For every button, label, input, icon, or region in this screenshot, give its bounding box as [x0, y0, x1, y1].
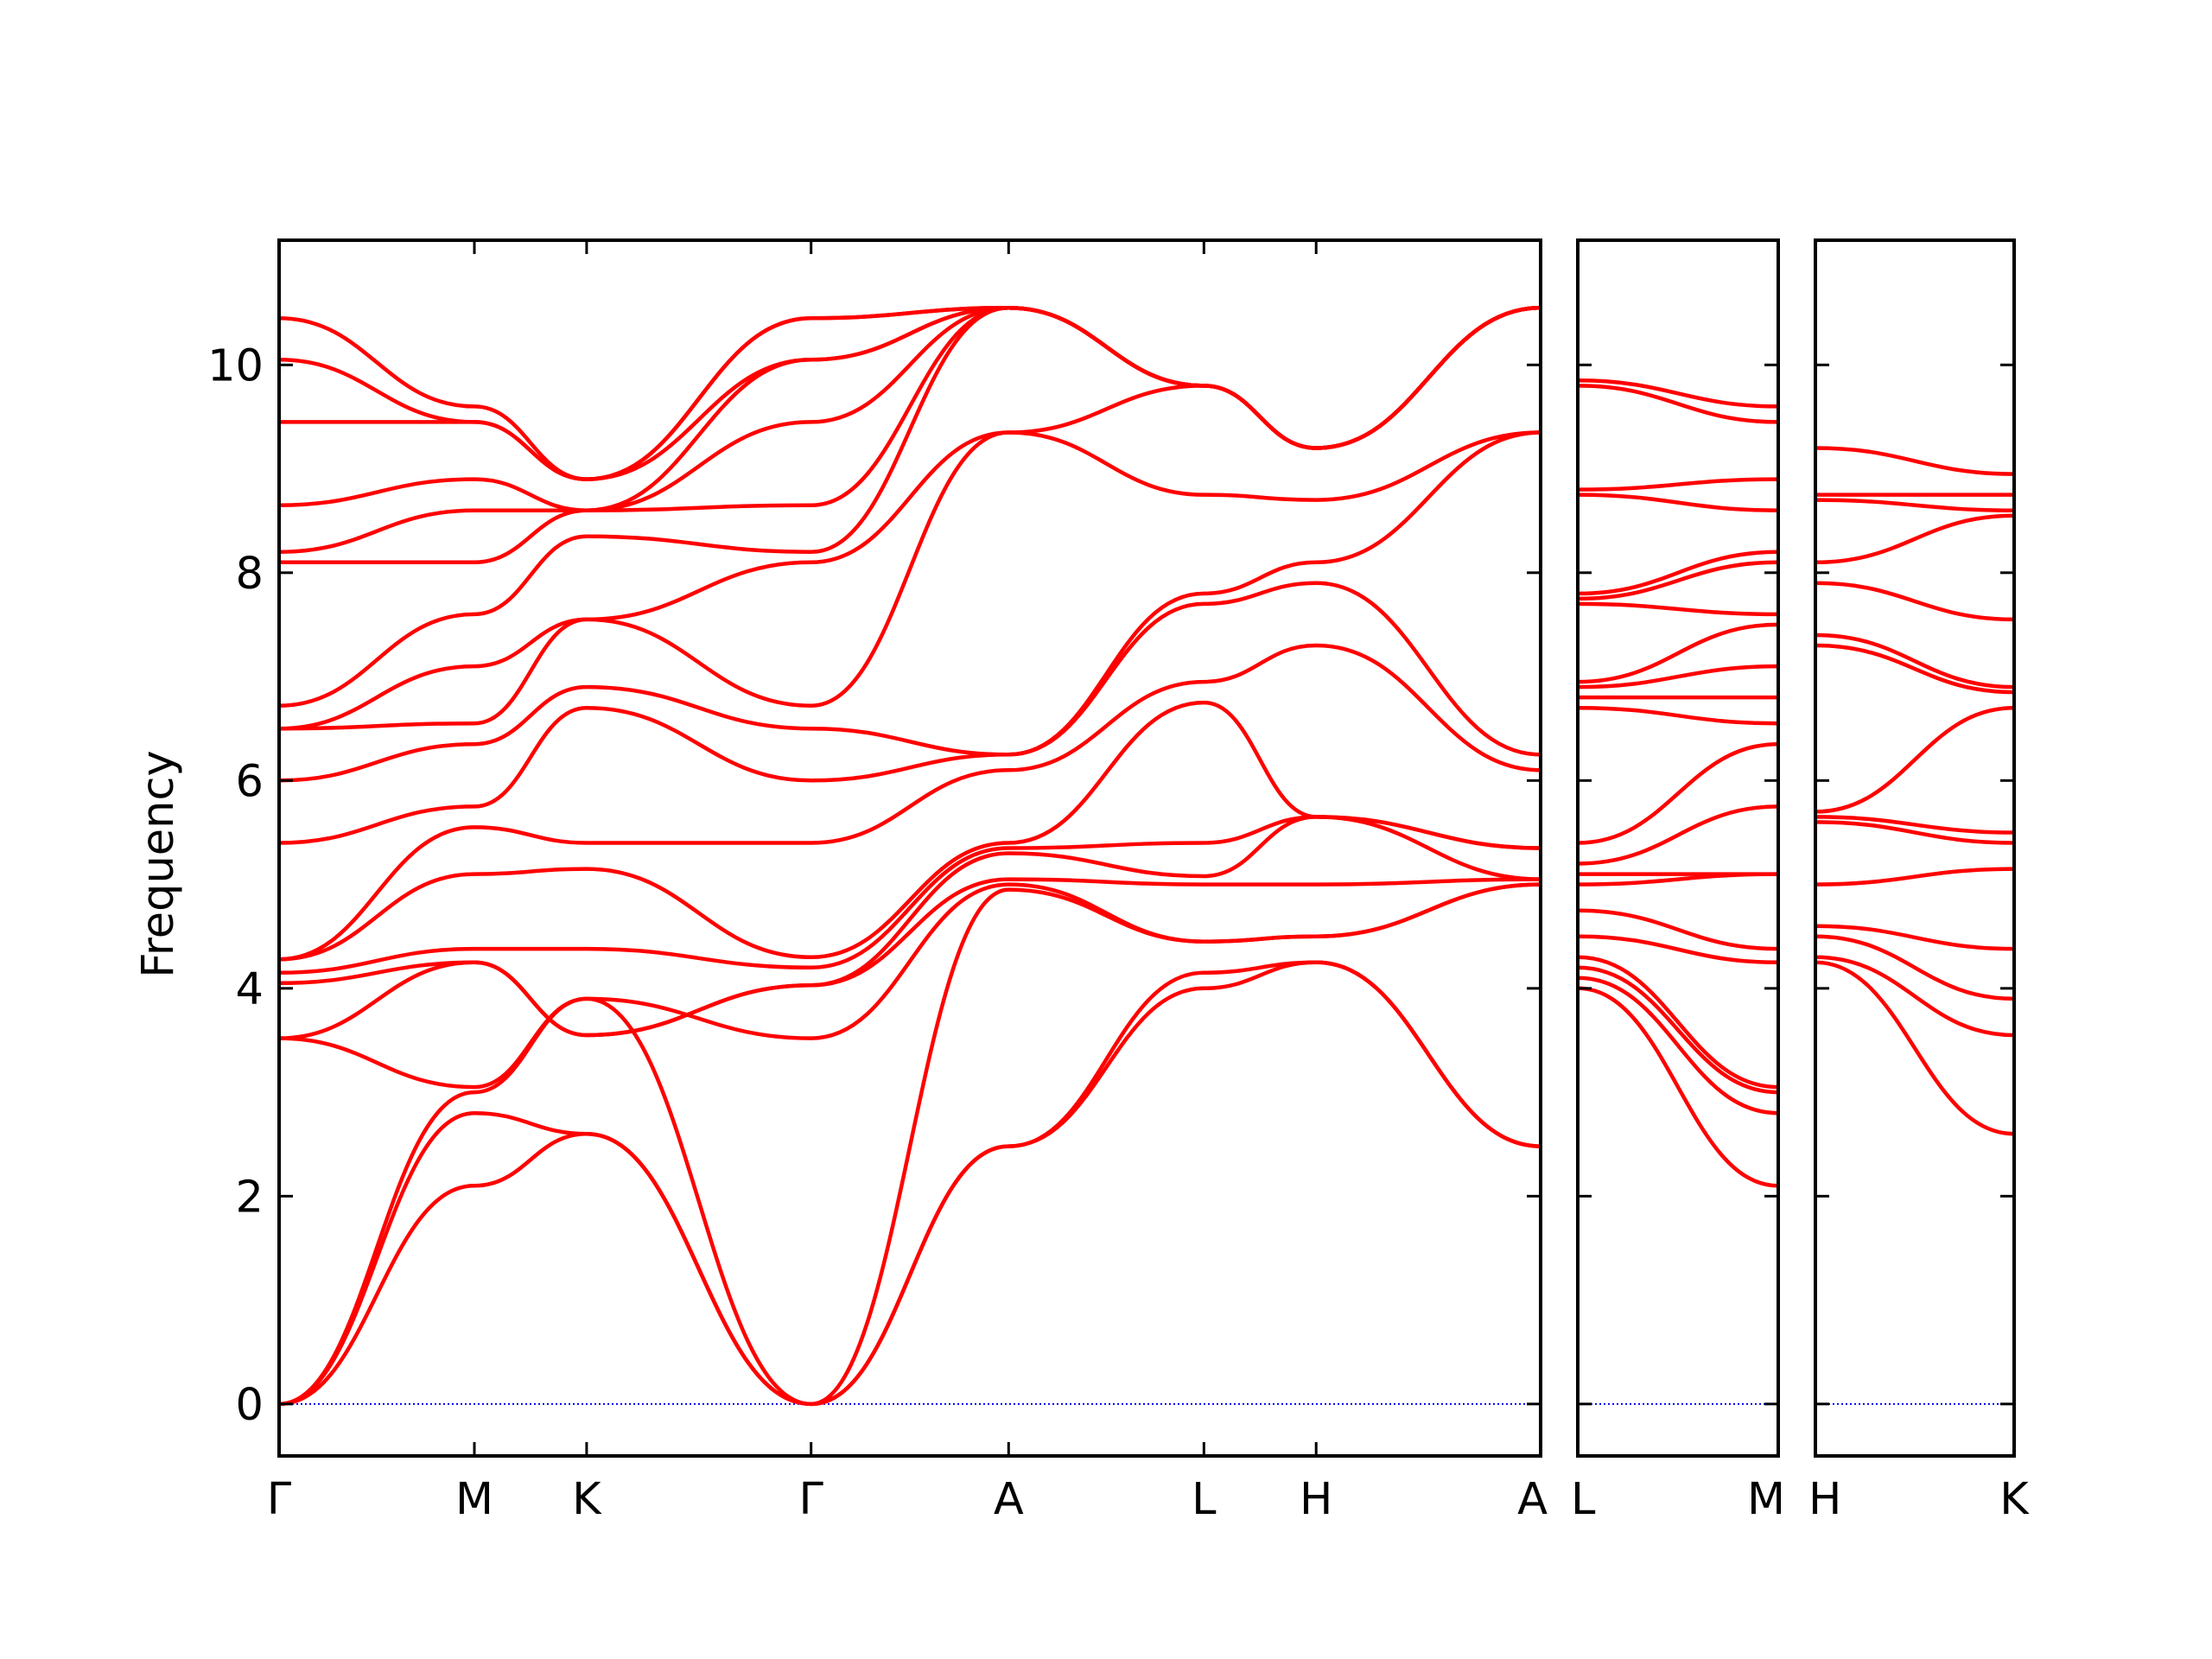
panel-frame [1576, 238, 1780, 1458]
y-tick-label: 8 [236, 549, 264, 600]
band-16 [1577, 560, 1779, 601]
x-tick-label: A [994, 1474, 1024, 1525]
x-tick-label: L [1571, 1474, 1596, 1525]
band-6 [1577, 908, 1779, 951]
band-11 [1577, 705, 1779, 726]
band-15 [1577, 601, 1779, 617]
band-15 [279, 305, 1541, 565]
band-6 [278, 815, 1541, 1038]
x-tick-label: L [1192, 1474, 1217, 1525]
band-11 [278, 430, 1541, 783]
y-tick-label: 2 [236, 1172, 264, 1223]
y-tick-label: 0 [236, 1380, 264, 1431]
band-13 [1815, 498, 2015, 512]
x-tick-label: K [1999, 1474, 2030, 1525]
band-7 [278, 815, 1541, 976]
band-4 [1577, 955, 1779, 1090]
y-tick-label: 4 [236, 964, 264, 1015]
band-9 [1577, 804, 1779, 866]
band-3 [1577, 965, 1779, 1095]
band-10 [278, 581, 1541, 845]
band-2 [1577, 976, 1779, 1116]
band-17 [1577, 550, 1779, 596]
band-8 [1815, 705, 2015, 814]
band-20 [278, 305, 1541, 481]
band-11 [1815, 581, 2015, 622]
x-tick-label: H [1300, 1474, 1332, 1525]
band-13 [278, 305, 1541, 731]
band-7 [1815, 815, 2015, 835]
x-tick-label: Γ [267, 1474, 292, 1525]
x-tick-label: M [1747, 1474, 1785, 1525]
band-4 [1815, 924, 2015, 951]
x-tick-label: M [455, 1474, 493, 1525]
band-10 [1577, 741, 1779, 845]
panel-1: Γ M K Γ A L H A 0 2 4 6 8 10 [207, 238, 1548, 1525]
band-21 [1577, 378, 1779, 409]
band-18 [279, 305, 1541, 481]
band-2 [1815, 955, 2015, 1038]
band-4 [278, 882, 1541, 1090]
band-20 [1577, 384, 1779, 424]
band-3 [1815, 934, 2015, 1001]
x-tick-label: H [1808, 1474, 1841, 1525]
band-9 [278, 643, 1541, 962]
band-1 [1577, 986, 1779, 1188]
band-15 [1815, 446, 2015, 476]
x-tick-label: K [572, 1474, 602, 1525]
panel-frame [1814, 238, 2016, 1458]
band-12 [1815, 513, 2015, 565]
x-tick-label: Γ [798, 1474, 823, 1525]
band-1 [278, 960, 1541, 1407]
band-19 [1577, 477, 1779, 492]
y-axis-label: Frequency [133, 750, 184, 977]
band-6 [1815, 820, 2015, 845]
band-14 [1577, 622, 1779, 684]
band-10 [1815, 632, 2015, 690]
band-5 [1815, 867, 2015, 887]
y-tick-label: 10 [207, 340, 264, 391]
band-12 [278, 430, 1541, 731]
band-13 [1577, 664, 1779, 690]
x-tick-label: A [1517, 1474, 1548, 1525]
band-9 [1815, 643, 2015, 695]
band-2 [278, 960, 1541, 1407]
panel-frame [277, 238, 1542, 1458]
band-5 [1577, 934, 1779, 965]
band-8 [278, 700, 1541, 962]
band-1 [1815, 960, 2015, 1136]
band-18 [1577, 493, 1779, 512]
y-tick-label: 6 [236, 756, 264, 807]
